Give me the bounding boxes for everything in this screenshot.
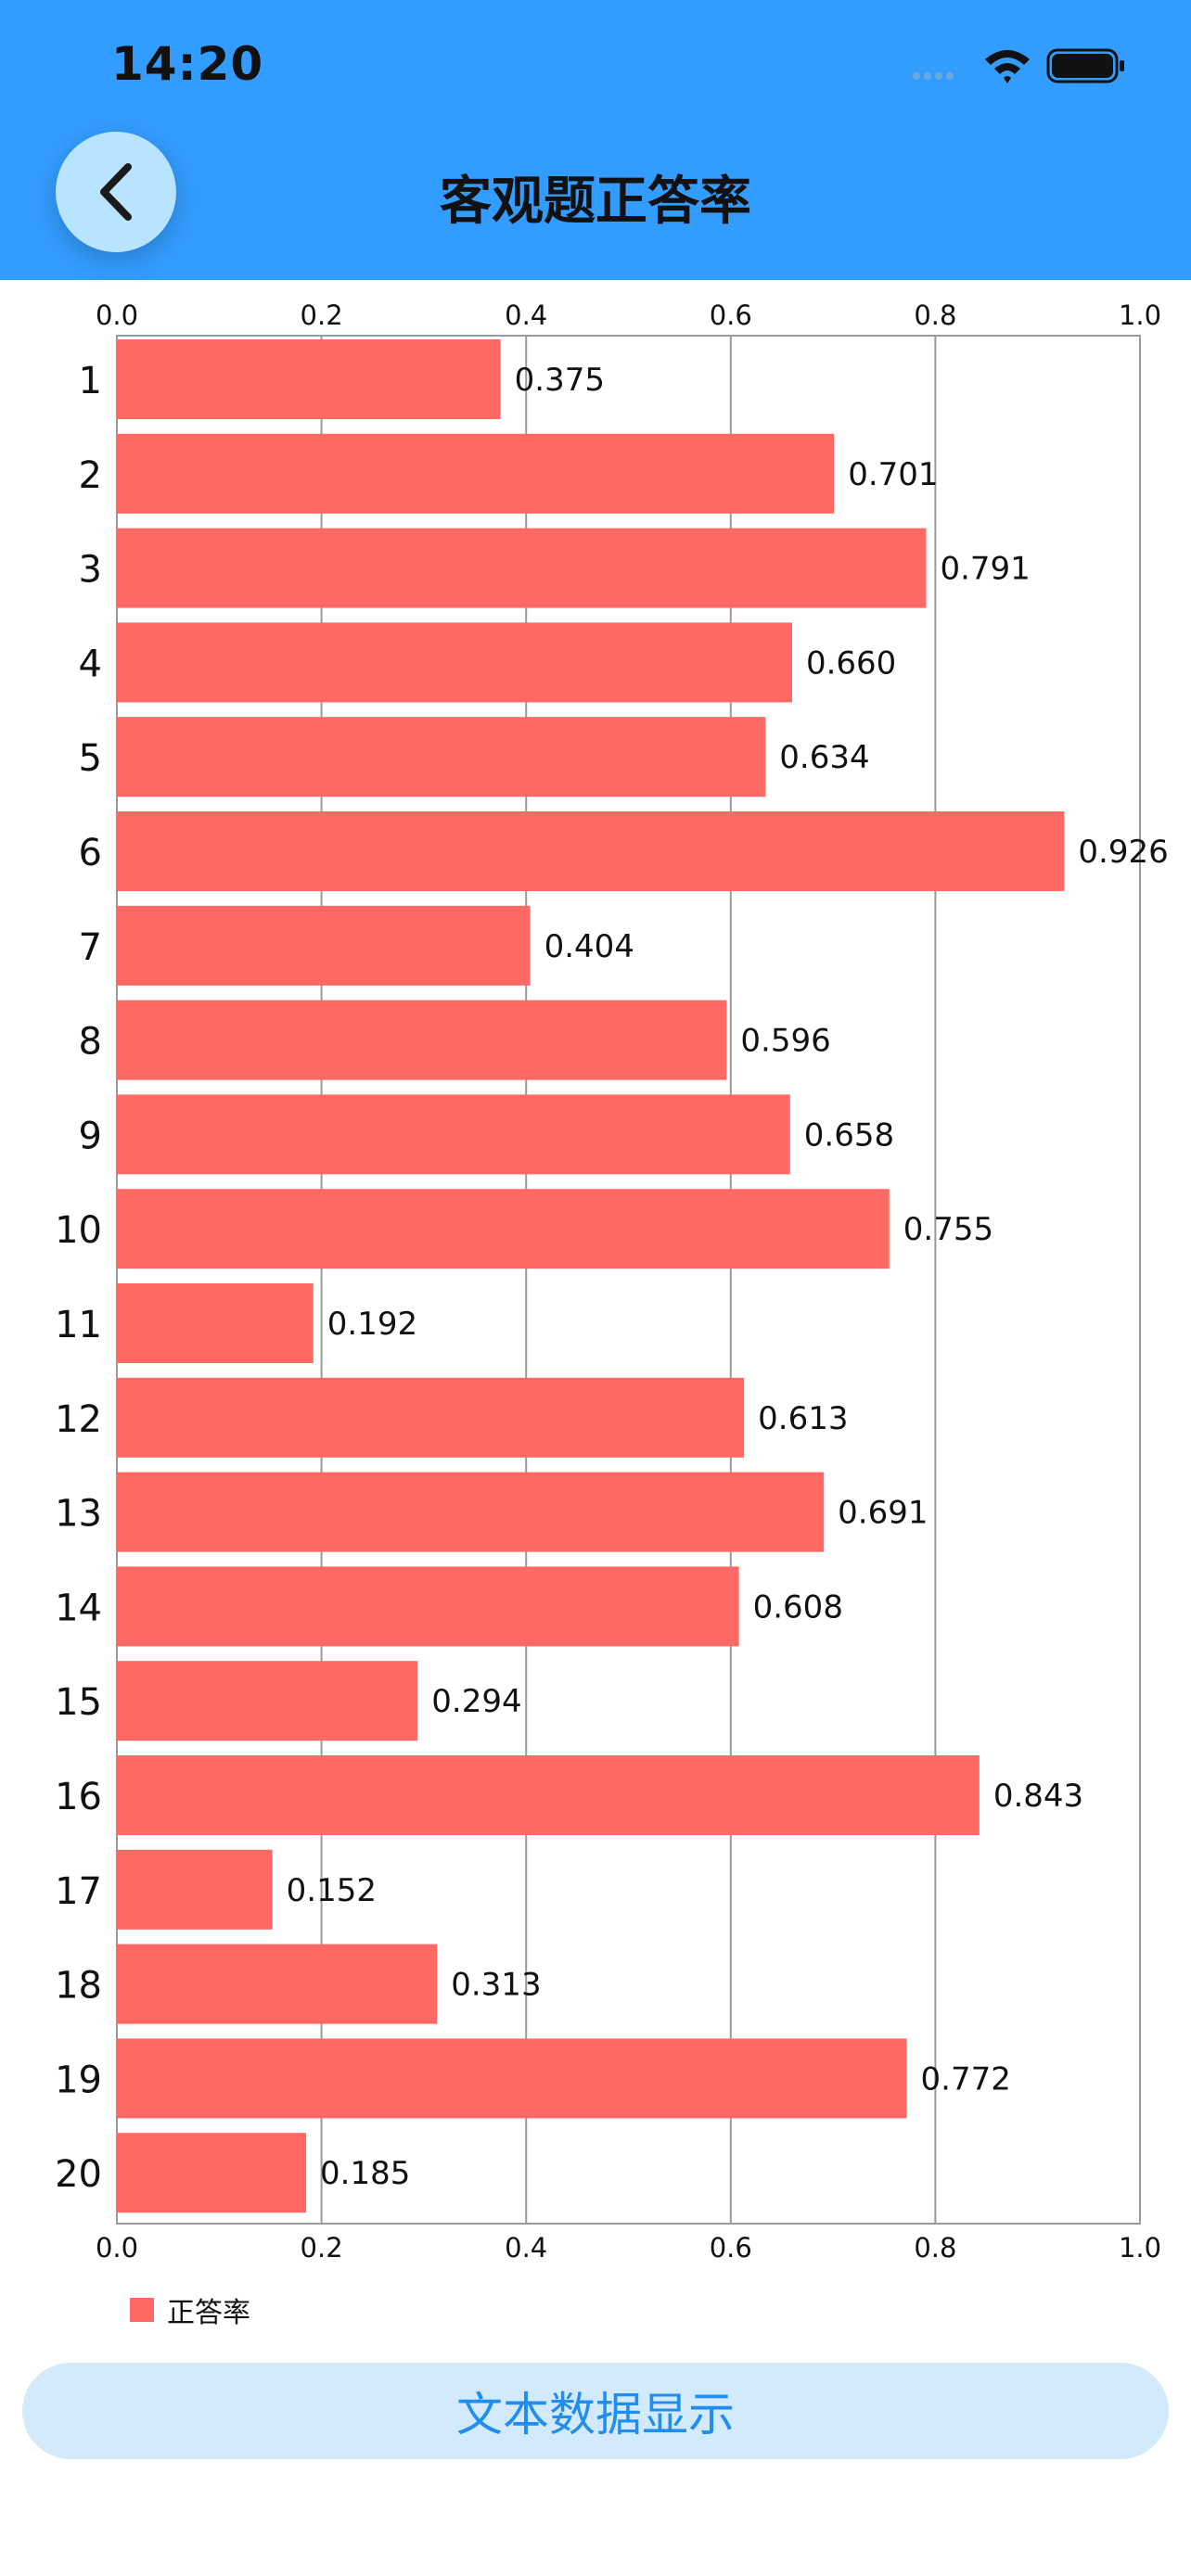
bar <box>117 717 766 797</box>
data-label: 0.658 <box>804 1116 894 1154</box>
plot-frame <box>116 335 1141 2225</box>
category-label: 11 <box>55 1304 102 1346</box>
category-label: 2 <box>79 454 102 497</box>
x-tick-label-bottom: 0.8 <box>914 2232 956 2264</box>
data-label: 0.185 <box>320 2155 410 2192</box>
text-data-button[interactable]: 文本数据显示 <box>22 2363 1169 2459</box>
category-label: 19 <box>55 2059 102 2101</box>
data-label: 0.691 <box>838 1495 928 1532</box>
bar <box>117 2133 307 2213</box>
signal-icon <box>913 72 954 80</box>
data-label: 0.294 <box>431 1683 521 1720</box>
category-label: 10 <box>55 1209 102 1252</box>
x-tick-label-top: 1.0 <box>1119 300 1161 331</box>
data-label: 0.608 <box>753 1588 843 1626</box>
app-header: 14:20 客观题正答率 <box>0 0 1191 280</box>
category-label: 7 <box>79 926 102 969</box>
legend-label: 正答率 <box>167 2297 250 2329</box>
category-label: 13 <box>55 1493 102 1536</box>
bar <box>117 433 835 514</box>
category-label: 16 <box>55 1776 102 1818</box>
x-tick-label-bottom: 0.0 <box>96 2232 138 2264</box>
back-button[interactable] <box>56 132 176 252</box>
bar <box>117 1566 739 1647</box>
data-label: 0.772 <box>921 2060 1011 2098</box>
data-label: 0.596 <box>740 1023 830 1060</box>
status-time: 14:20 <box>111 37 264 91</box>
data-label: 0.375 <box>515 362 605 399</box>
x-tick-label-bottom: 0.4 <box>505 2232 547 2264</box>
x-tick-label-top: 0.0 <box>96 300 138 331</box>
bar <box>117 528 927 608</box>
legend-swatch <box>130 2298 154 2322</box>
bar <box>117 339 501 419</box>
x-tick-label-top: 0.2 <box>301 300 343 331</box>
battery-icon <box>1046 48 1124 83</box>
category-label: 20 <box>55 2153 102 2196</box>
bar <box>117 1849 273 1930</box>
bar <box>117 622 792 703</box>
bar <box>117 1377 745 1458</box>
category-label: 14 <box>55 1587 102 1629</box>
bar <box>117 1661 418 1741</box>
x-tick-label-bottom: 0.6 <box>710 2232 752 2264</box>
x-tick-label-top: 0.8 <box>914 300 956 331</box>
bar <box>117 905 531 986</box>
data-label: 0.701 <box>848 456 938 493</box>
category-label: 17 <box>55 1870 102 1913</box>
data-label: 0.613 <box>758 1400 848 1437</box>
category-label: 15 <box>55 1681 102 1724</box>
x-tick-label-bottom: 1.0 <box>1119 2232 1161 2264</box>
bar <box>117 1000 727 1080</box>
x-tick-label-top: 0.4 <box>505 300 547 331</box>
data-label: 0.843 <box>993 1778 1083 1815</box>
bar-chart: 0.0 0.0 0.2 0.2 0.4 0.4 0.6 0.6 0.8 0.8 1.0 1.0 1 0.3… <box>55 300 1169 2264</box>
data-label: 0.634 <box>779 739 869 776</box>
wifi-icon <box>985 50 1030 83</box>
status-icons <box>913 48 1124 83</box>
bar <box>117 811 1065 891</box>
bar <box>117 1189 890 1269</box>
x-tick-label-top: 0.6 <box>710 300 752 331</box>
bar <box>117 1094 790 1175</box>
data-label: 0.404 <box>544 928 634 965</box>
data-label: 0.791 <box>940 551 1030 588</box>
page-title: 客观题正答率 <box>440 172 751 232</box>
category-label: 9 <box>79 1115 102 1157</box>
bar <box>117 1944 438 2024</box>
chevron-left-icon <box>100 163 132 221</box>
category-label: 12 <box>55 1398 102 1441</box>
data-label: 0.152 <box>287 1872 377 1909</box>
bar <box>117 1283 314 1363</box>
category-label: 1 <box>79 360 102 402</box>
x-tick-label-bottom: 0.2 <box>301 2232 343 2264</box>
category-label: 8 <box>79 1021 102 1064</box>
category-label: 18 <box>55 1965 102 2008</box>
data-label: 0.313 <box>451 1967 541 2004</box>
data-label: 0.660 <box>806 644 896 682</box>
bar <box>117 2038 907 2119</box>
data-label: 0.926 <box>1078 834 1168 871</box>
category-label: 5 <box>79 737 102 780</box>
category-label: 4 <box>79 643 102 685</box>
category-label: 3 <box>79 549 102 592</box>
bar <box>117 1472 825 1552</box>
data-label: 0.192 <box>327 1306 417 1343</box>
bar <box>117 1755 980 1835</box>
data-label: 0.755 <box>903 1211 993 1248</box>
category-label: 6 <box>79 832 102 874</box>
